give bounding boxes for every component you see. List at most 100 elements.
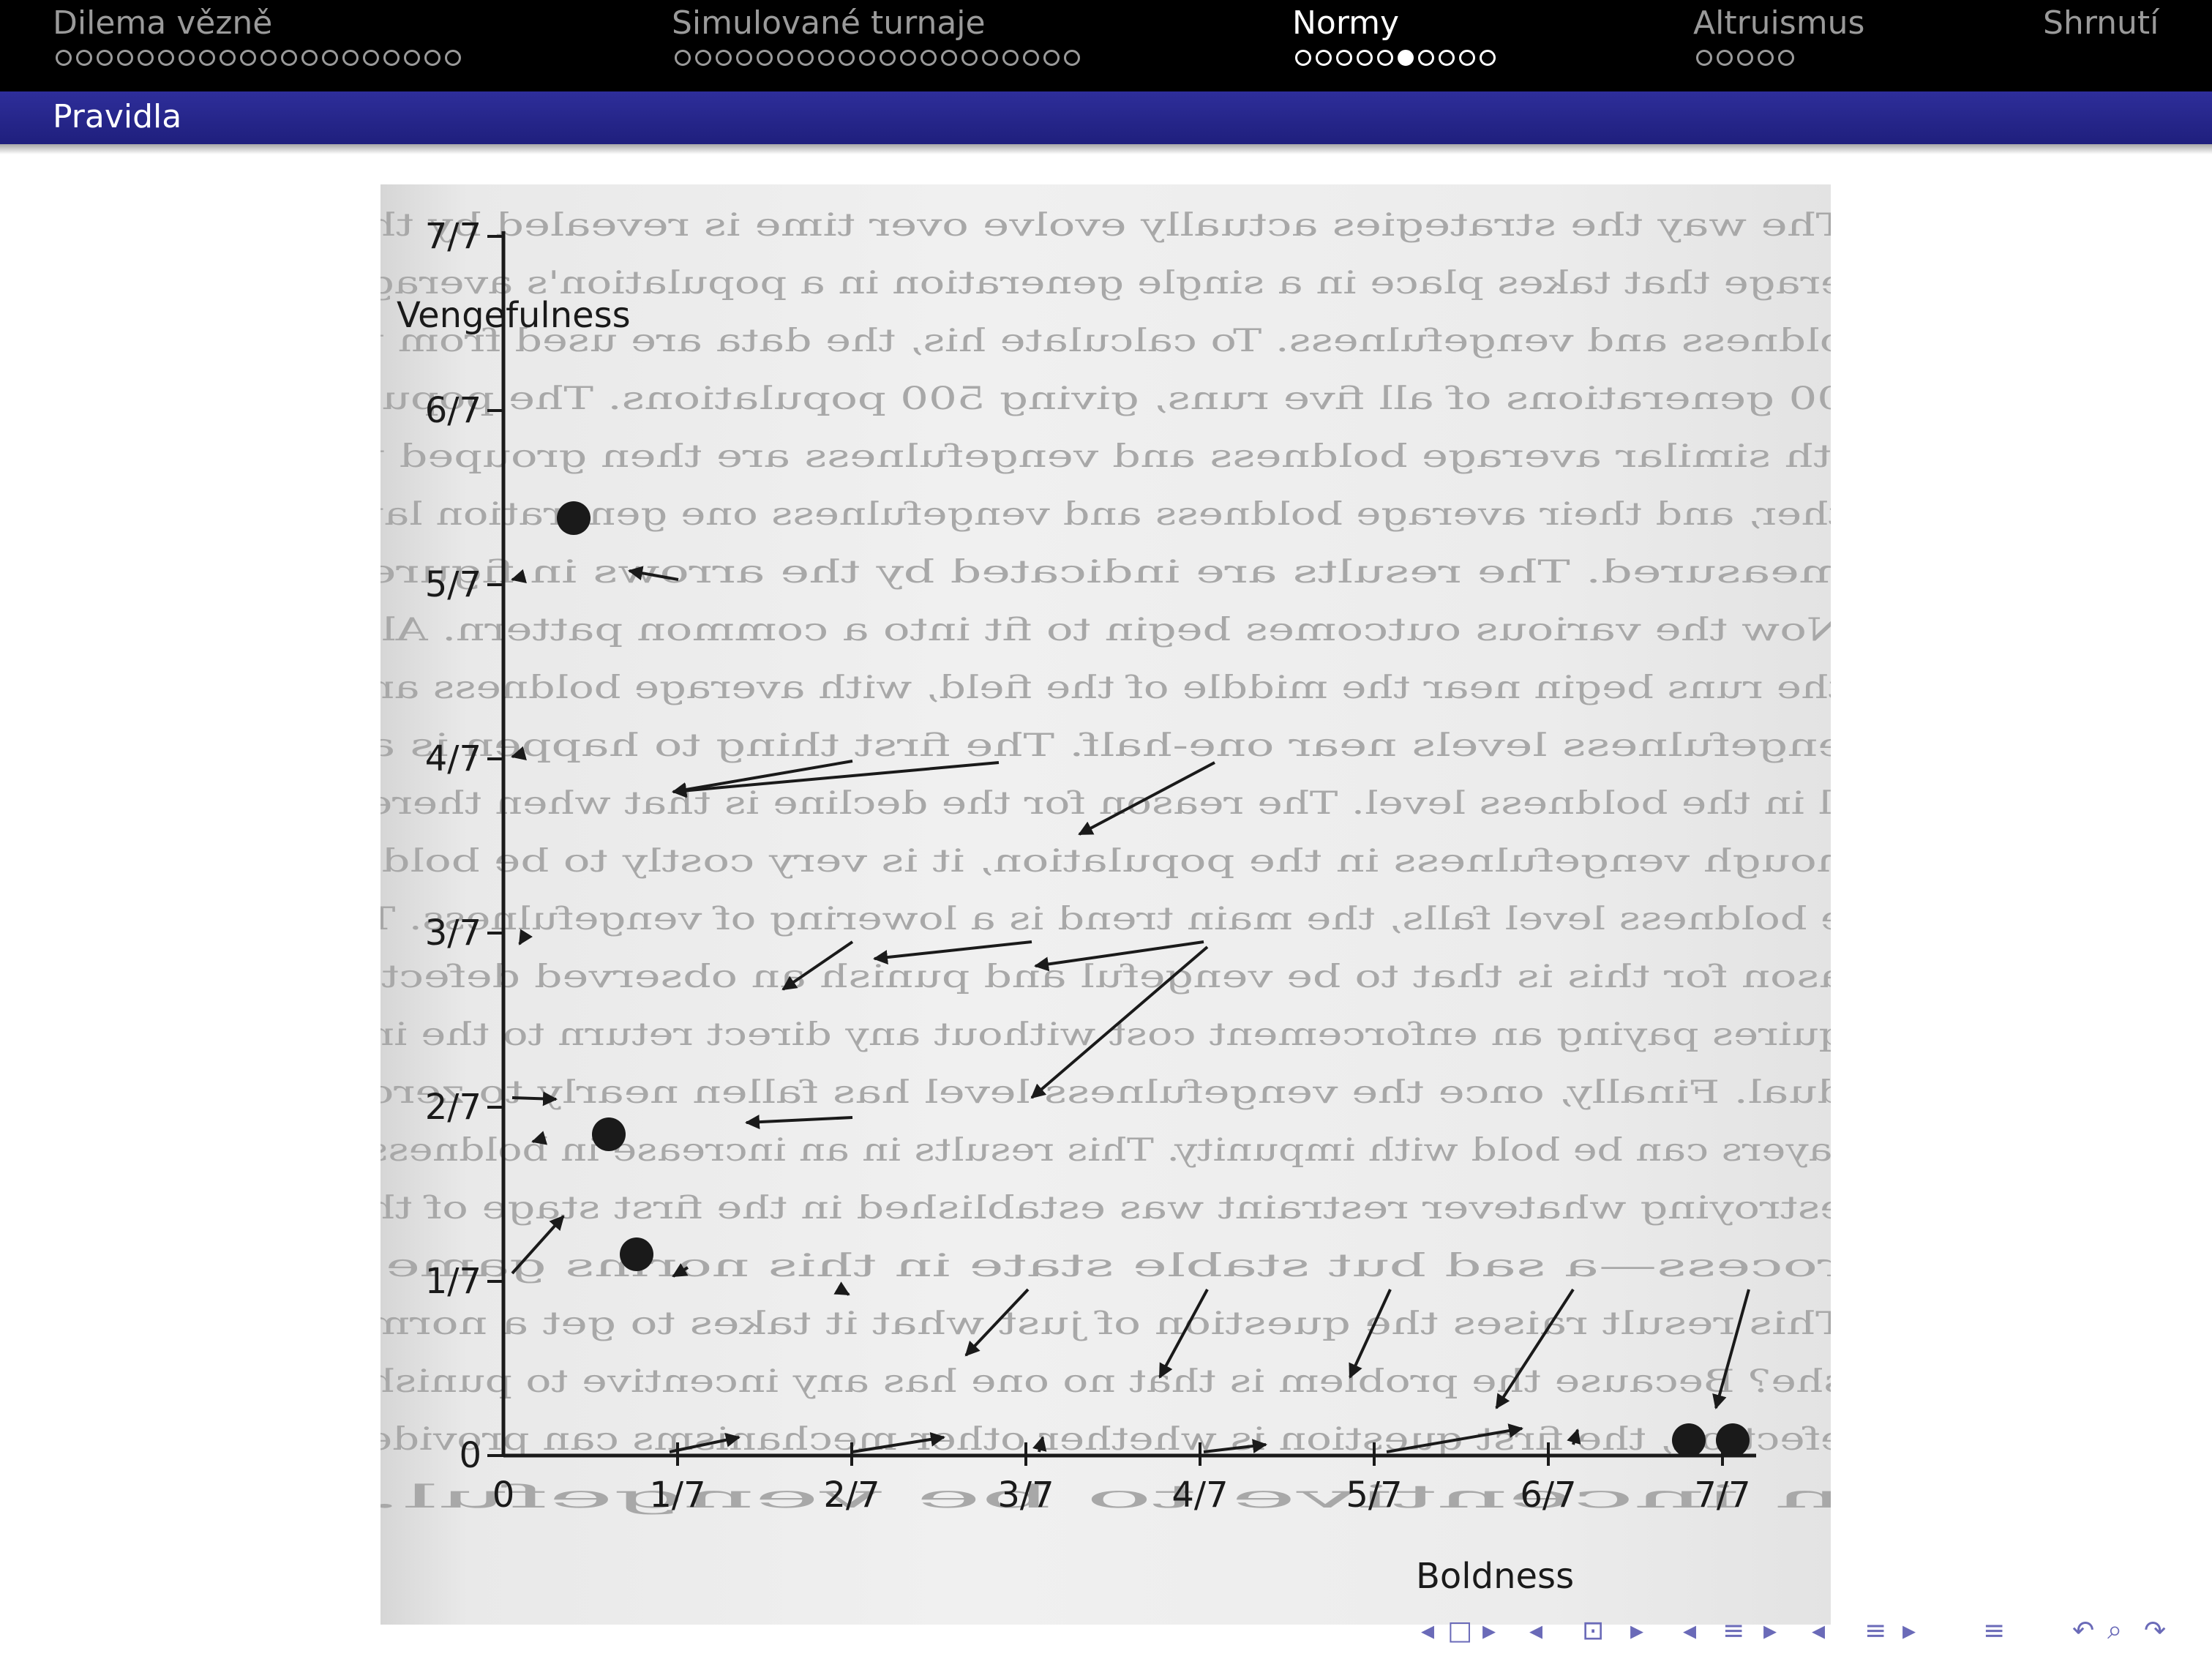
nav-prev-section-icon[interactable]: ◂ (1683, 1616, 1697, 1646)
nav-section-icon[interactable]: ≡ (1722, 1616, 1745, 1646)
y-tick-label: 5/7 (425, 564, 481, 605)
frame-dot[interactable] (961, 50, 978, 66)
frame-dot[interactable] (179, 50, 195, 66)
frame-dot[interactable] (138, 50, 154, 66)
frame-dot[interactable] (818, 50, 834, 66)
nav-document-icon[interactable]: ≡ (1864, 1616, 1887, 1646)
nav-forward-icon[interactable]: ↷ (2144, 1616, 2167, 1646)
frame-dot[interactable] (716, 50, 732, 66)
nav-appendix-icon[interactable]: ≡ (1983, 1616, 2006, 1646)
frame-dot[interactable] (1377, 50, 1393, 66)
trajectory-arrow (1567, 1428, 1581, 1445)
frame-dot[interactable] (1043, 50, 1060, 66)
frame-dot[interactable] (695, 50, 711, 66)
frame-dot[interactable] (757, 50, 773, 66)
frame-dot[interactable] (342, 50, 359, 66)
nav-back-icon[interactable]: ↶ (2072, 1616, 2095, 1646)
frame-dot[interactable] (1295, 50, 1311, 66)
nav-first-icon[interactable]: ◂ (1421, 1616, 1435, 1646)
trajectory-arrow (1386, 1423, 1523, 1453)
frame-dot[interactable] (363, 50, 379, 66)
trajectory-arrow (745, 1115, 853, 1130)
trajectory-arrow (669, 1432, 741, 1453)
y-tick-label: 4/7 (425, 738, 481, 779)
bleed-through-line: This result raises the question of just … (380, 1306, 1831, 1342)
nav-next-icon[interactable]: ▸ (1482, 1616, 1496, 1646)
frame-dot[interactable] (1696, 50, 1712, 66)
bleed-through-line: estroying whatever restraint was establi… (380, 1190, 1831, 1227)
frame-dot[interactable] (404, 50, 420, 66)
bleed-through-line: oldness and vengefulness. To calculate h… (380, 323, 1831, 359)
bleed-through-line: she? Because the problem is that no one … (380, 1363, 1831, 1400)
frame-dot[interactable] (76, 50, 92, 66)
frame-dot[interactable] (1717, 50, 1733, 66)
frame-dot[interactable] (117, 50, 133, 66)
frame-dot[interactable] (736, 50, 752, 66)
nav-prev-doc-icon[interactable]: ◂ (1812, 1616, 1826, 1646)
frame-dot[interactable] (859, 50, 875, 66)
frame-dot[interactable] (281, 50, 297, 66)
frame-dot[interactable] (424, 50, 440, 66)
frame-dot[interactable] (1459, 50, 1475, 66)
navigation-bar: Dilema vězně Simulované turnaje Normy Altru… (0, 0, 2212, 91)
frame-dots-4 (1696, 50, 1794, 73)
frame-dot[interactable] (158, 50, 174, 66)
frame-dot[interactable] (777, 50, 793, 66)
frame-dot[interactable] (199, 50, 215, 66)
frame-dot[interactable] (56, 50, 72, 66)
frame-dot[interactable] (322, 50, 338, 66)
nav-subsection-icon[interactable]: ⊡ (1582, 1616, 1605, 1646)
frame-dot[interactable] (1480, 50, 1496, 66)
frame-dot[interactable] (1758, 50, 1774, 66)
nav-next-subsection-icon[interactable]: ▸ (1630, 1616, 1644, 1646)
frame-dot[interactable] (445, 50, 461, 66)
frame-dot[interactable] (1023, 50, 1039, 66)
frame-dot[interactable] (383, 50, 400, 66)
frame-dot[interactable] (921, 50, 937, 66)
frame-title-bar (0, 91, 2212, 154)
frame-dot[interactable] (1418, 50, 1434, 66)
trajectory-arrow (1158, 1289, 1209, 1379)
frame-dot[interactable] (900, 50, 916, 66)
equilibrium-dot (557, 501, 591, 535)
frame-dot[interactable] (1316, 50, 1332, 66)
nav-prev-subsection-icon[interactable]: ◂ (1529, 1616, 1543, 1646)
trajectory-arrow (1078, 761, 1215, 836)
frame-dot[interactable] (880, 50, 896, 66)
nav-search-icon[interactable]: ⌕ (2107, 1615, 2123, 1645)
frame-dot[interactable] (1336, 50, 1352, 66)
frame-dot[interactable] (1398, 50, 1414, 66)
x-tick-label: 1/7 (649, 1475, 705, 1516)
nav-section-1[interactable]: Dilema vězně (53, 4, 273, 42)
frame-dot[interactable] (1064, 50, 1080, 66)
nav-next-doc-icon[interactable]: ▸ (1902, 1616, 1916, 1646)
trajectory-arrow (833, 1281, 850, 1296)
frame-dot[interactable] (260, 50, 277, 66)
frame-dot[interactable] (1737, 50, 1753, 66)
frame-dot[interactable] (1357, 50, 1373, 66)
frame-dot[interactable] (839, 50, 855, 66)
frame-dot[interactable] (240, 50, 256, 66)
y-tick-label: 7/7 (425, 216, 481, 257)
nav-section-4[interactable]: Altruismus (1693, 4, 1865, 42)
frame-dot[interactable] (1778, 50, 1794, 66)
bleed-through-line: The way the strategies actually evolve o… (380, 207, 1831, 244)
bleed-through-line: ith similar average boldness and vengefu… (380, 438, 1831, 475)
trajectory-arrow (511, 1215, 565, 1275)
frame-dot[interactable] (97, 50, 113, 66)
nav-next-section-icon[interactable]: ▸ (1763, 1616, 1777, 1646)
nav-frame-icon[interactable]: □ (1447, 1616, 1473, 1646)
frame-dot[interactable] (301, 50, 318, 66)
frame-dot[interactable] (798, 50, 814, 66)
frame-dot[interactable] (1002, 50, 1019, 66)
bleed-through-line: dual. Finally, once the vengefulness lev… (380, 1074, 1831, 1111)
frame-dot[interactable] (220, 50, 236, 66)
frame-dot[interactable] (941, 50, 957, 66)
nav-section-2[interactable]: Simulované turnaje (672, 4, 986, 42)
frame-dot[interactable] (982, 50, 998, 66)
bleed-through-line: ason for this is that to be vengeful and… (380, 959, 1831, 995)
frame-dot[interactable] (1439, 50, 1455, 66)
frame-dot[interactable] (675, 50, 691, 66)
nav-section-3[interactable]: Normy (1292, 4, 1400, 42)
nav-section-5[interactable]: Shrnutí (2043, 4, 2159, 42)
